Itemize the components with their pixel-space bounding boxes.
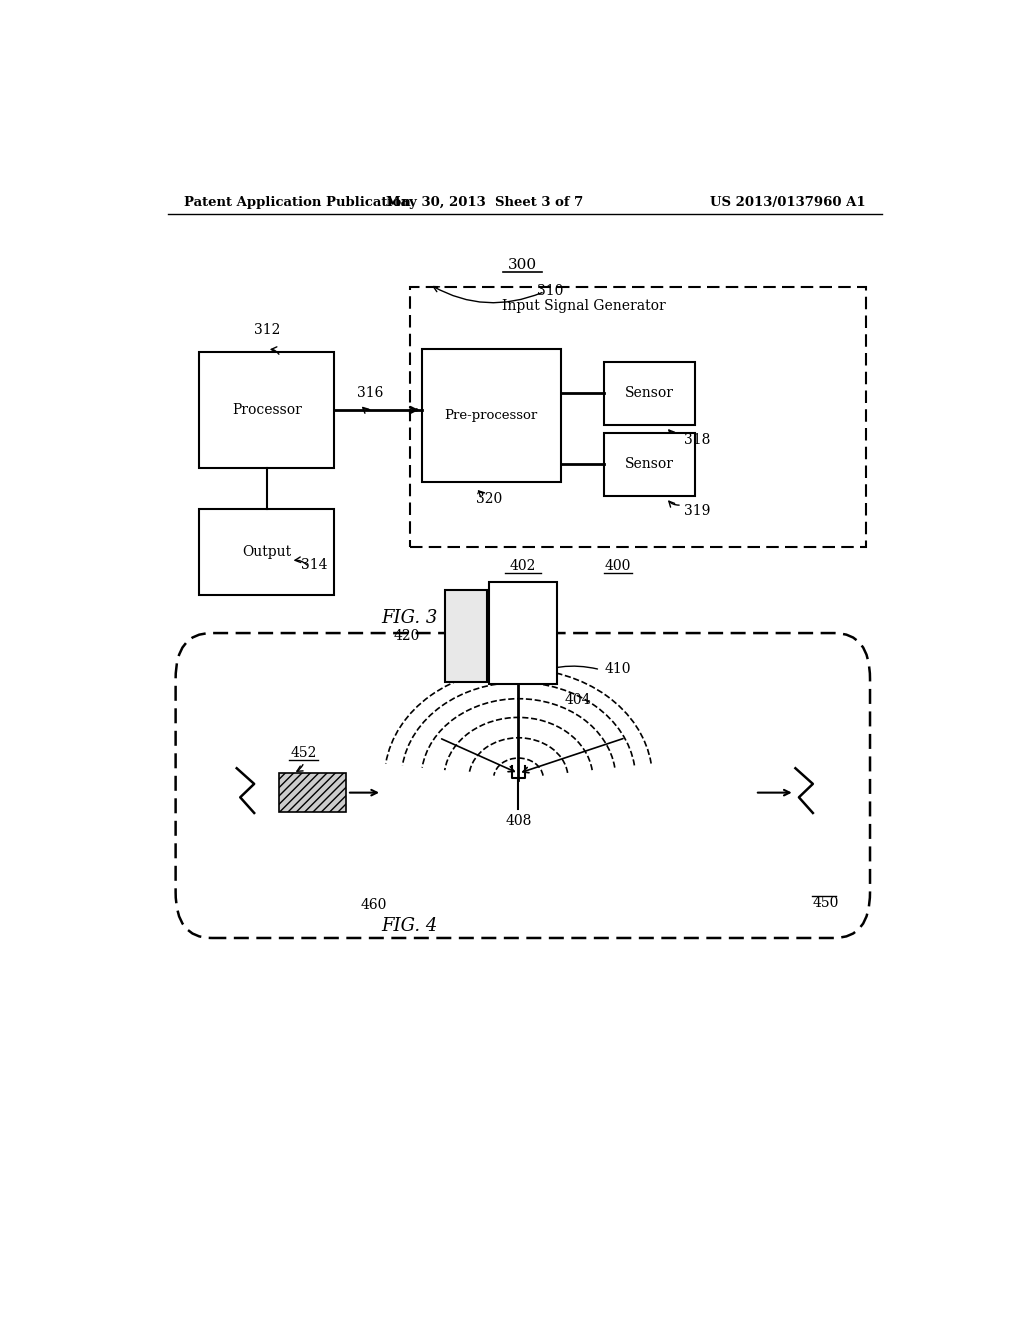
- FancyBboxPatch shape: [410, 288, 866, 546]
- Text: 420: 420: [393, 630, 420, 643]
- Text: 320: 320: [476, 492, 502, 506]
- Text: 404: 404: [564, 693, 591, 708]
- Text: Processor: Processor: [232, 403, 302, 417]
- FancyBboxPatch shape: [604, 362, 695, 425]
- Text: 312: 312: [254, 323, 281, 338]
- Text: US 2013/0137960 A1: US 2013/0137960 A1: [711, 195, 866, 209]
- FancyBboxPatch shape: [445, 590, 486, 682]
- Text: 402: 402: [509, 560, 536, 573]
- Text: 408: 408: [506, 814, 532, 828]
- FancyBboxPatch shape: [200, 510, 334, 595]
- Text: 400: 400: [604, 560, 631, 573]
- Text: Pre-processor: Pre-processor: [444, 409, 538, 422]
- Text: 318: 318: [684, 433, 710, 447]
- FancyBboxPatch shape: [422, 350, 560, 482]
- Text: FIG. 3: FIG. 3: [382, 609, 438, 627]
- FancyBboxPatch shape: [279, 774, 346, 812]
- Text: 450: 450: [812, 896, 839, 911]
- Text: 300: 300: [508, 259, 537, 272]
- Text: Output: Output: [243, 545, 292, 560]
- Text: Patent Application Publication: Patent Application Publication: [183, 195, 411, 209]
- Text: 452: 452: [291, 746, 317, 760]
- Text: Input Signal Generator: Input Signal Generator: [503, 298, 667, 313]
- Text: 314: 314: [301, 558, 328, 572]
- Text: 319: 319: [684, 504, 710, 517]
- Text: Sensor: Sensor: [626, 457, 674, 471]
- FancyBboxPatch shape: [200, 351, 334, 469]
- FancyBboxPatch shape: [604, 433, 695, 496]
- Text: Sensor: Sensor: [626, 387, 674, 400]
- Text: 310: 310: [537, 284, 563, 298]
- Text: 460: 460: [360, 899, 387, 912]
- FancyBboxPatch shape: [176, 634, 870, 939]
- FancyBboxPatch shape: [489, 582, 557, 684]
- Text: May 30, 2013  Sheet 3 of 7: May 30, 2013 Sheet 3 of 7: [386, 195, 584, 209]
- Text: 316: 316: [356, 387, 383, 400]
- Text: 410: 410: [604, 661, 631, 676]
- Text: FIG. 4: FIG. 4: [382, 917, 438, 935]
